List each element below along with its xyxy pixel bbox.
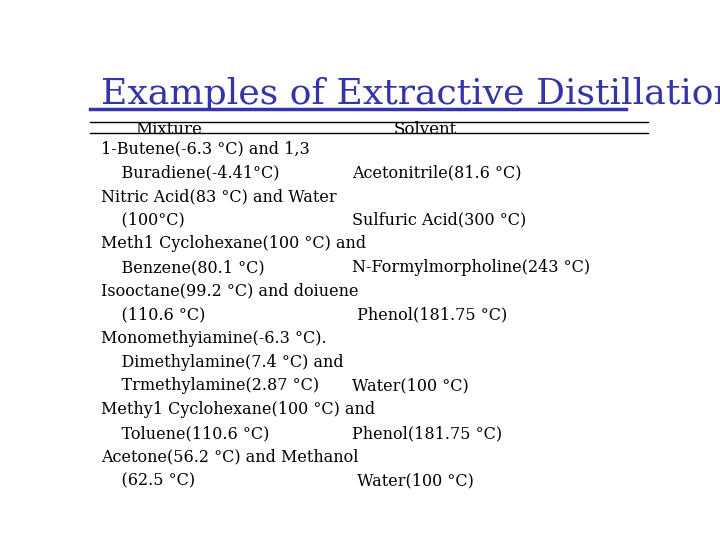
Text: Solvent: Solvent bbox=[393, 121, 456, 138]
Text: Trmethylamine(2.87 °C): Trmethylamine(2.87 °C) bbox=[101, 377, 319, 395]
Text: Phenol(181.75 °C): Phenol(181.75 °C) bbox=[352, 306, 508, 323]
Text: Meth1 Cyclohexane(100 °C) and: Meth1 Cyclohexane(100 °C) and bbox=[101, 235, 366, 252]
Text: N-Formylmorpholine(243 °C): N-Formylmorpholine(243 °C) bbox=[352, 259, 590, 276]
Text: Methy1 Cyclohexane(100 °C) and: Methy1 Cyclohexane(100 °C) and bbox=[101, 401, 375, 418]
Text: (100°C): (100°C) bbox=[101, 212, 185, 228]
Text: Mixture: Mixture bbox=[135, 121, 202, 138]
Text: Toluene(110.6 °C): Toluene(110.6 °C) bbox=[101, 425, 269, 442]
Text: Buradiene(-4.41°C): Buradiene(-4.41°C) bbox=[101, 164, 279, 181]
Text: Acetonitrile(81.6 °C): Acetonitrile(81.6 °C) bbox=[352, 164, 522, 181]
Text: Dimethylamine(7.4 °C) and: Dimethylamine(7.4 °C) and bbox=[101, 354, 343, 371]
Text: Nitric Acid(83 °C) and Water: Nitric Acid(83 °C) and Water bbox=[101, 188, 337, 205]
Text: Water(100 °C): Water(100 °C) bbox=[352, 377, 469, 395]
Text: Examples of Extractive Distillation :: Examples of Extractive Distillation : bbox=[101, 77, 720, 111]
Text: (110.6 °C): (110.6 °C) bbox=[101, 306, 205, 323]
Text: (62.5 °C): (62.5 °C) bbox=[101, 472, 195, 489]
Text: Benzene(80.1 °C): Benzene(80.1 °C) bbox=[101, 259, 265, 276]
Text: Phenol(181.75 °C): Phenol(181.75 °C) bbox=[352, 425, 503, 442]
Text: Water(100 °C): Water(100 °C) bbox=[352, 472, 474, 489]
Text: Monomethyiamine(-6.3 °C).: Monomethyiamine(-6.3 °C). bbox=[101, 330, 327, 347]
Text: 1-Butene(-6.3 °C) and 1,3: 1-Butene(-6.3 °C) and 1,3 bbox=[101, 140, 310, 158]
Text: Sulfuric Acid(300 °C): Sulfuric Acid(300 °C) bbox=[352, 212, 526, 228]
Text: Acetone(56.2 °C) and Methanol: Acetone(56.2 °C) and Methanol bbox=[101, 449, 359, 465]
Text: Isooctane(99.2 °C) and doiuene: Isooctane(99.2 °C) and doiuene bbox=[101, 282, 359, 300]
